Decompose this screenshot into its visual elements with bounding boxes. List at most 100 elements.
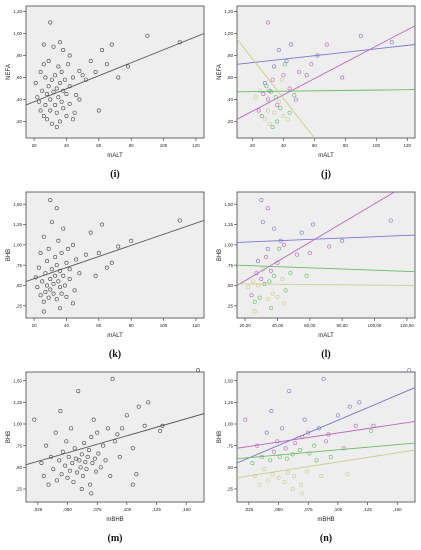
- panel-caption: (i): [110, 169, 120, 180]
- y-tick-label: ,75: [16, 263, 23, 268]
- data-point: [54, 297, 59, 302]
- data-point: [389, 40, 394, 45]
- data-point: [70, 117, 75, 122]
- data-point: [294, 252, 299, 257]
- data-point: [258, 88, 263, 93]
- data-point: [324, 439, 329, 444]
- data-point: [256, 108, 261, 113]
- data-point: [117, 454, 122, 459]
- scatter-panel-j: ,20 ,40 ,60 ,80 1,00 1,20 20 40 60 80 100 120 mALT NE…: [211, 0, 421, 186]
- x-tick-label: ,150: [393, 507, 402, 512]
- x-tick-label: 80: [129, 143, 135, 148]
- x-tick-label: 120: [192, 323, 200, 328]
- y-tick-label: ,20: [16, 119, 23, 124]
- data-point: [51, 467, 56, 472]
- x-tick-label: 60,00: [304, 323, 316, 328]
- scatter-panel-k: ,25 ,50 ,75 1,00 1,25 1,50 20 40 60 80 100 120 mALT B…: [0, 186, 210, 366]
- data-point: [93, 273, 98, 278]
- data-point: [347, 404, 352, 409]
- data-point: [275, 103, 280, 108]
- data-point: [84, 467, 89, 472]
- data-point: [38, 293, 43, 298]
- data-point: [340, 75, 345, 80]
- data-point: [78, 465, 83, 470]
- data-point: [307, 250, 312, 255]
- data-point: [267, 279, 272, 284]
- regression-line: [237, 449, 415, 479]
- data-point: [282, 480, 287, 485]
- data-point: [300, 491, 305, 496]
- data-point: [53, 273, 58, 278]
- data-point: [252, 474, 257, 479]
- data-point: [287, 86, 292, 91]
- data-point: [46, 84, 51, 89]
- chart-svg-j: ,20 ,40 ,60 ,80 1,00 1,20 20 40 60 80 100 120 mALT NE…: [217, 5, 416, 159]
- data-point: [279, 77, 284, 82]
- data-point: [56, 279, 61, 284]
- y-tick-label: 1,00: [224, 422, 233, 427]
- data-point: [125, 64, 130, 69]
- y-tick-label: 1,00: [13, 242, 22, 247]
- data-point: [72, 288, 77, 293]
- data-point: [96, 108, 101, 113]
- data-point: [265, 20, 270, 25]
- data-point: [41, 234, 46, 239]
- data-point: [261, 92, 266, 97]
- data-point: [272, 110, 277, 115]
- x-tick-label: 120: [404, 143, 412, 148]
- y-tick-label: ,50: [227, 283, 234, 288]
- plot-area: [236, 5, 416, 139]
- y-tick-label: ,25: [227, 487, 234, 492]
- data-point: [276, 47, 281, 52]
- data-point: [281, 73, 286, 78]
- data-point: [41, 42, 46, 47]
- data-point: [327, 244, 332, 249]
- data-point: [272, 273, 277, 278]
- x-tick-label: ,075: [304, 507, 313, 512]
- data-point: [306, 430, 311, 435]
- data-point: [76, 389, 81, 394]
- y-axis-label: BHB: [217, 431, 223, 443]
- data-point: [46, 58, 51, 63]
- x-axis-label: mALT: [318, 153, 334, 159]
- data-point: [73, 456, 78, 461]
- data-point: [314, 458, 319, 463]
- data-point: [283, 446, 288, 451]
- data-point: [304, 273, 309, 278]
- data-point: [77, 97, 82, 102]
- data-point: [96, 250, 101, 255]
- data-point: [108, 474, 113, 479]
- data-point: [65, 475, 70, 480]
- data-point: [72, 110, 77, 115]
- data-point: [88, 230, 93, 235]
- data-point: [67, 53, 72, 58]
- data-point: [268, 306, 273, 311]
- data-point: [265, 246, 270, 251]
- y-tick-label: 1,25: [224, 400, 233, 405]
- data-point: [71, 480, 76, 485]
- y-tick-label: 1,25: [13, 222, 22, 227]
- regression-line: [237, 442, 415, 460]
- data-point: [74, 93, 79, 98]
- regression-line: [237, 44, 415, 65]
- plot-area: [236, 191, 416, 319]
- y-tick-label: ,25: [16, 303, 23, 308]
- regression-line: [26, 220, 204, 282]
- y-tick-label: ,50: [16, 465, 23, 470]
- data-point: [265, 97, 270, 102]
- x-tick-label: ,150: [182, 507, 191, 512]
- data-point: [104, 62, 109, 67]
- data-point: [265, 297, 270, 302]
- data-point: [259, 198, 264, 203]
- data-point: [280, 276, 285, 281]
- data-point: [249, 293, 254, 298]
- data-point: [40, 279, 45, 284]
- data-point: [51, 44, 56, 49]
- y-tick-label: ,80: [227, 53, 234, 58]
- data-point: [319, 474, 324, 479]
- x-tick-label: ,025: [244, 507, 253, 512]
- chart-svg-k: ,25 ,50 ,75 1,00 1,25 1,50 20 40 60 80 100 120 mALT B…: [6, 191, 205, 339]
- data-point: [45, 259, 50, 264]
- data-point: [63, 463, 68, 468]
- data-point: [268, 268, 273, 273]
